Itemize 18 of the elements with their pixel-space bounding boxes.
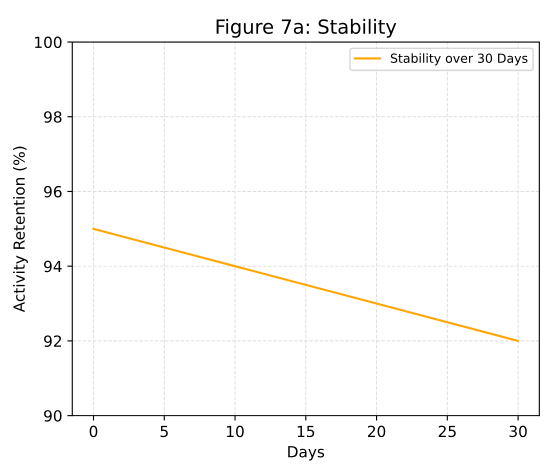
x-tick-label: 5 <box>160 426 168 438</box>
y-tick-label: 92 <box>44 335 62 347</box>
y-tick-label: 90 <box>44 410 62 422</box>
y-tick-label: 96 <box>44 186 62 198</box>
x-tick-label: 20 <box>368 426 386 438</box>
x-tick-label: 30 <box>510 426 527 438</box>
x-tick-label: 15 <box>298 426 314 438</box>
x-tick-label: 0 <box>90 426 98 438</box>
x-axis-title: Days <box>288 446 324 460</box>
y-tick-label: 94 <box>44 260 62 272</box>
y-tick-label: 100 <box>35 36 62 48</box>
legend-label: Stability over 30 Days <box>390 53 528 66</box>
y-axis-title: Activity Retention (%) <box>13 146 28 312</box>
y-tick-label: 98 <box>44 111 62 123</box>
line-series <box>92 228 520 342</box>
x-tick-label: 10 <box>226 426 244 438</box>
x-tick-label: 25 <box>438 426 456 438</box>
chart-title: Figure 7a: Stability <box>216 18 396 38</box>
